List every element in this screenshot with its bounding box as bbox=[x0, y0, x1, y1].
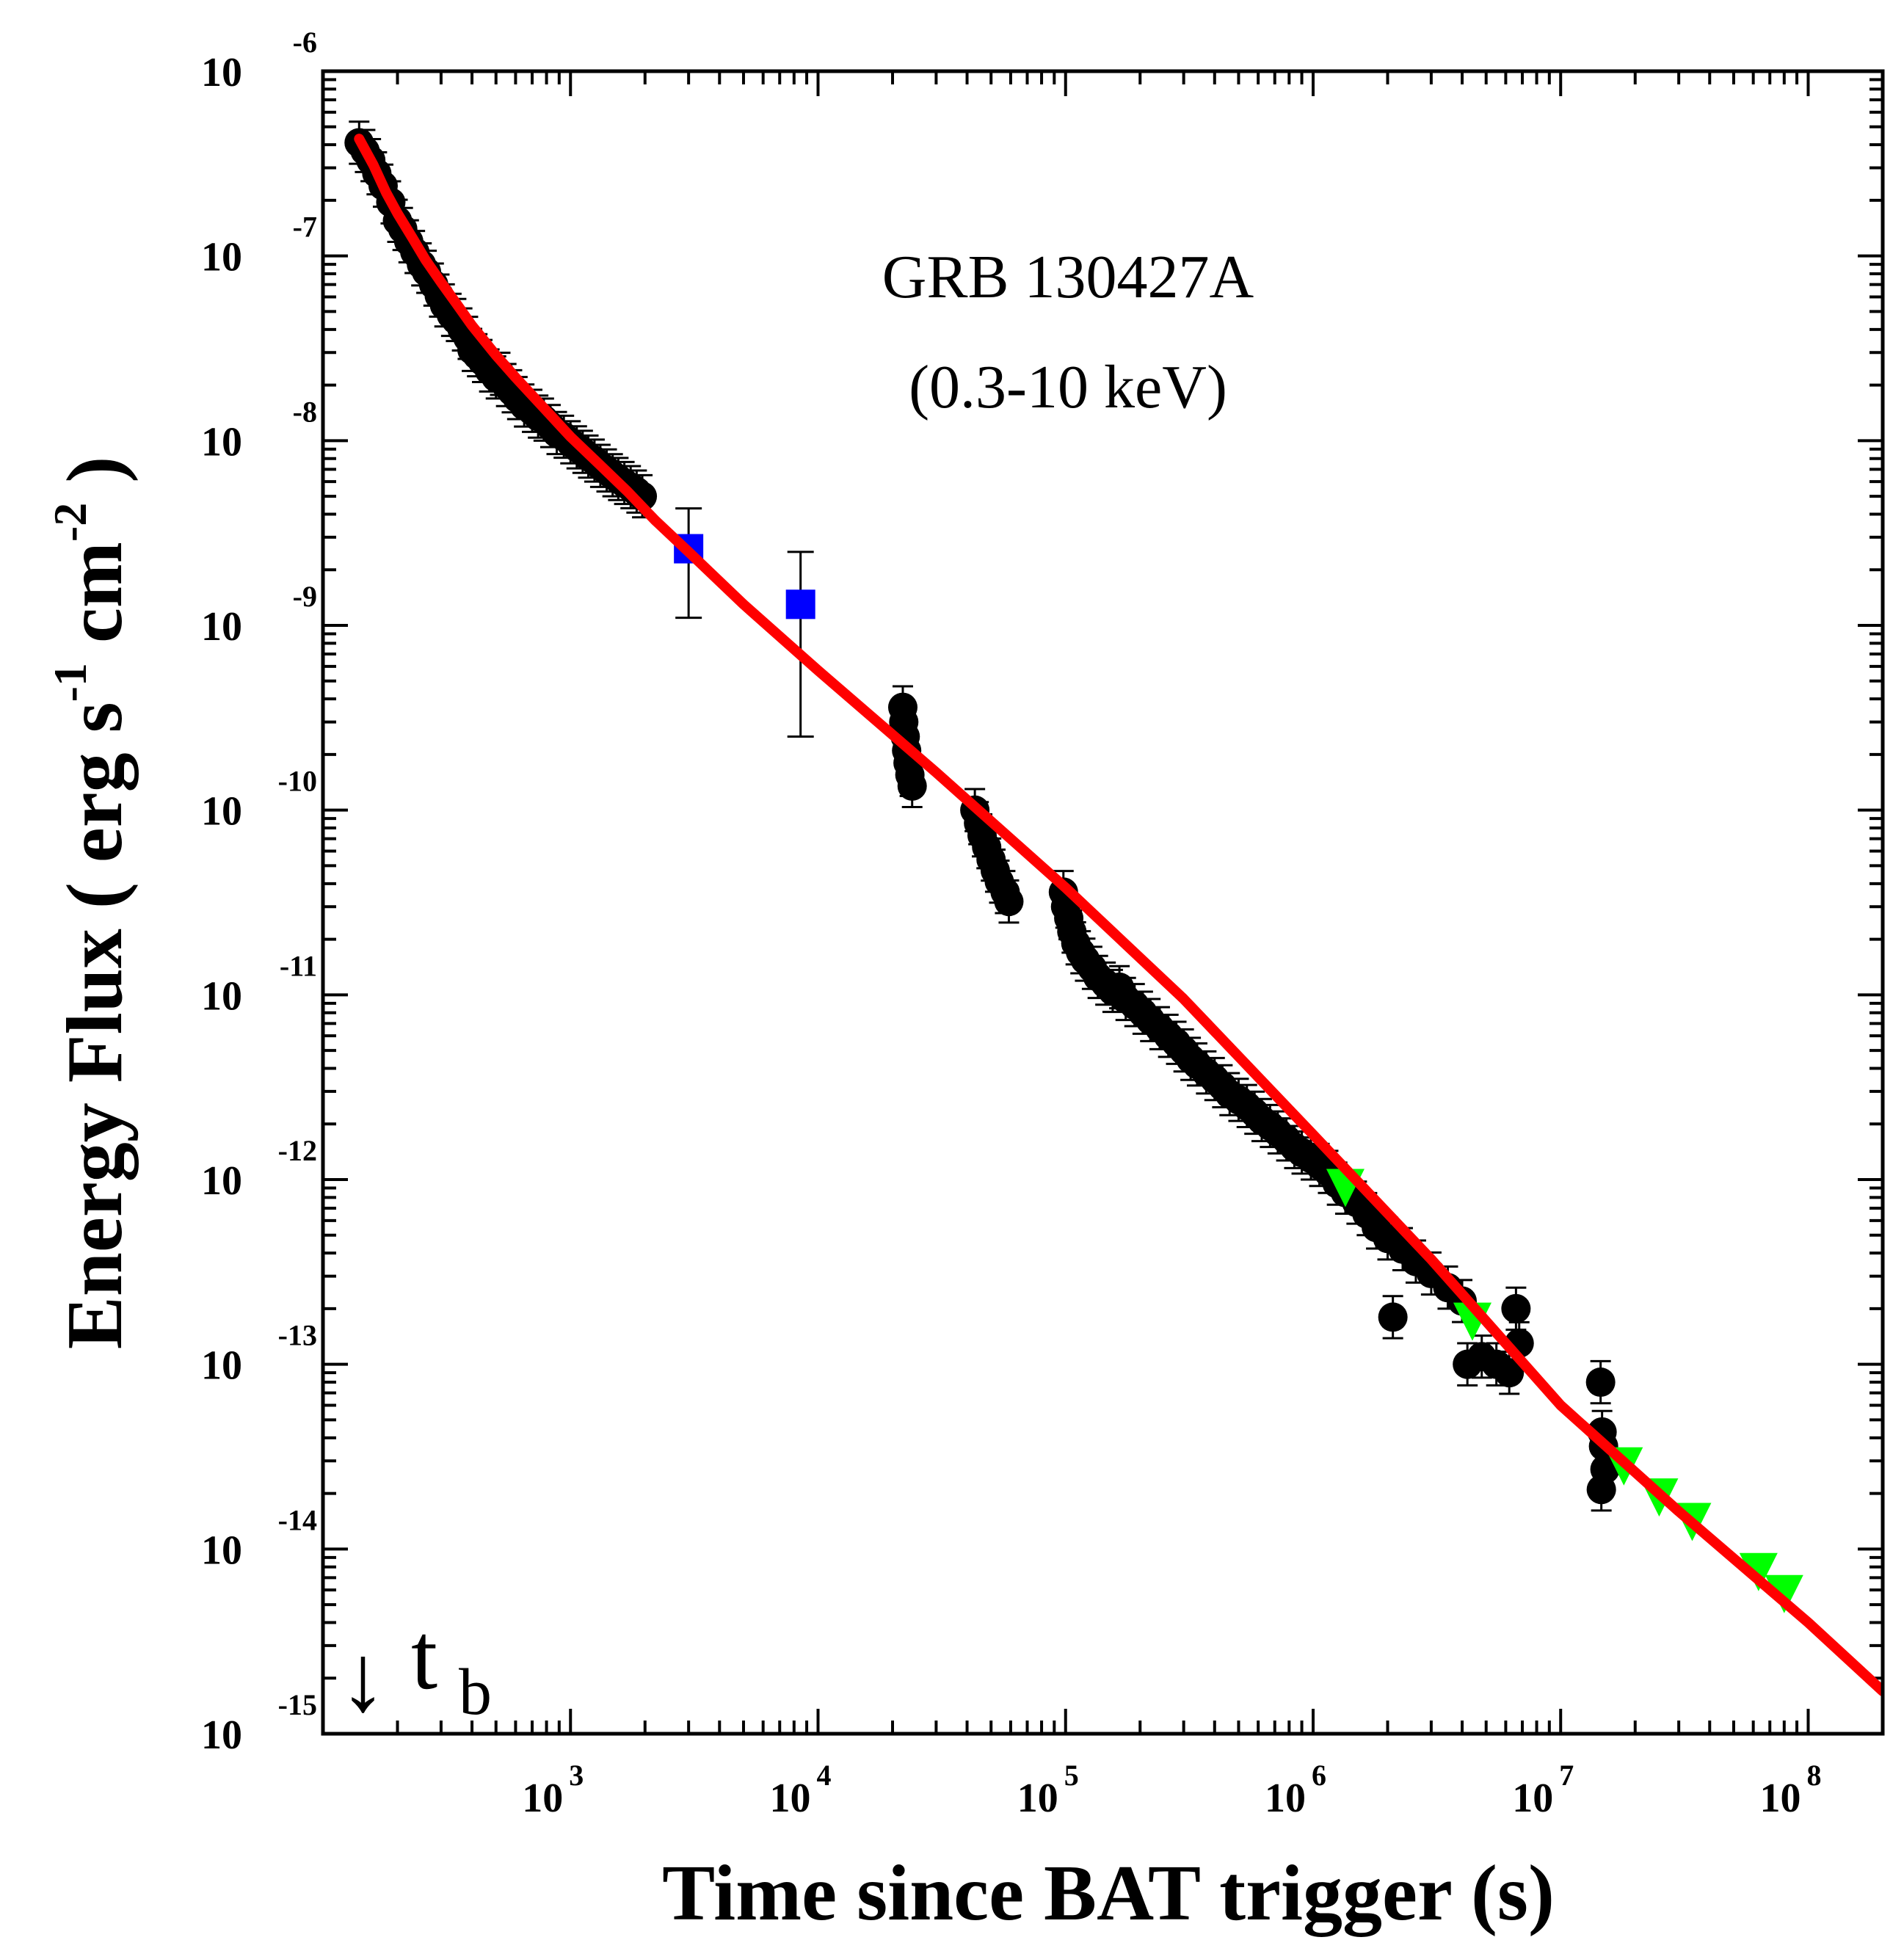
y-label-end: ) bbox=[51, 457, 139, 503]
blue-square-point bbox=[785, 589, 815, 620]
chart-subtitle: (0.3-10 keV) bbox=[909, 353, 1227, 421]
green-upper-limit-point bbox=[1765, 1574, 1803, 1613]
y-tick-label-base: 10 bbox=[201, 604, 242, 650]
x-tick-label-exp: 3 bbox=[569, 1759, 584, 1792]
xrt-data-point bbox=[1586, 1475, 1616, 1505]
y-label-main: Energy Flux ( erg s bbox=[51, 702, 139, 1349]
y-tick-label-exp: -13 bbox=[278, 1319, 317, 1352]
x-axis-label: Time since BAT trigger (s) bbox=[662, 1850, 1555, 1937]
y-tick-label-base: 10 bbox=[201, 1712, 242, 1758]
y-label-mid: cm bbox=[51, 542, 139, 663]
y-tick-label-base: 10 bbox=[201, 973, 242, 1019]
xrt-data-point bbox=[1501, 1293, 1531, 1323]
y-axis-label: Energy Flux ( erg s-1 cm-2 ) bbox=[44, 457, 139, 1349]
y-tick-label-exp: -12 bbox=[278, 1134, 317, 1167]
y-label-exp2: -2 bbox=[44, 503, 96, 542]
xrt-data-point bbox=[897, 771, 927, 801]
xrt-data-point bbox=[1585, 1367, 1616, 1398]
xrt-data-point bbox=[1378, 1302, 1408, 1332]
break-arrow-icon: ↓ bbox=[339, 1626, 387, 1732]
y-tick-label-base: 10 bbox=[201, 789, 242, 835]
plot-frame bbox=[321, 69, 1885, 1736]
series-layer bbox=[344, 120, 1803, 1613]
x-tick-label-exp: 5 bbox=[1064, 1759, 1079, 1792]
y-tick-label-base: 10 bbox=[201, 235, 242, 280]
y-tick-labels: 10 -6 10 -7 10 -8 10 -9 10 -10 10 -11 10 -12 10 -13 10 -1… bbox=[201, 26, 317, 1758]
x-tick-label-base: 10 bbox=[1512, 1776, 1553, 1821]
break-time-marker: ↓ t b bbox=[339, 1604, 492, 1732]
y-tick-label-exp: -8 bbox=[293, 395, 317, 428]
y-tick-label-exp: -9 bbox=[293, 580, 317, 613]
y-tick-label-exp: -14 bbox=[278, 1503, 317, 1536]
break-label-subscript: b bbox=[459, 1656, 492, 1729]
y-tick-label-base: 10 bbox=[201, 419, 242, 465]
x-tick-label-base: 10 bbox=[1265, 1776, 1306, 1821]
x-tick-label-exp: 6 bbox=[1312, 1759, 1326, 1792]
x-tick-label-base: 10 bbox=[1017, 1776, 1058, 1821]
x-tick-label-exp: 7 bbox=[1559, 1759, 1574, 1792]
y-tick-label-base: 10 bbox=[201, 1527, 242, 1573]
model-fit-line bbox=[354, 134, 1883, 1696]
plot-area bbox=[344, 120, 1883, 1696]
y-tick-label-exp: -11 bbox=[280, 949, 317, 982]
y-tick-label-exp: -10 bbox=[278, 765, 317, 798]
y-tick-label-base: 10 bbox=[201, 1158, 242, 1204]
x-tick-label-exp: 4 bbox=[816, 1759, 831, 1792]
xrt-data-point bbox=[1494, 1358, 1525, 1388]
x-tick-label-base: 10 bbox=[769, 1776, 810, 1821]
x-tick-label-base: 10 bbox=[522, 1776, 563, 1821]
y-tick-label-exp: -15 bbox=[278, 1688, 317, 1721]
x-tick-label-exp: 8 bbox=[1806, 1759, 1821, 1792]
x-tick-label-base: 10 bbox=[1759, 1776, 1801, 1821]
y-label-exp1: -1 bbox=[44, 663, 96, 702]
break-label: t bbox=[411, 1604, 437, 1710]
green-upper-limit-point bbox=[1739, 1552, 1778, 1591]
xrt-data-point bbox=[994, 887, 1024, 917]
y-tick-label-base: 10 bbox=[201, 1343, 242, 1389]
minor-ticks bbox=[323, 71, 1884, 1734]
chart-title: GRB 130427A bbox=[882, 243, 1254, 311]
y-tick-label-exp: -7 bbox=[293, 211, 317, 244]
y-tick-label-exp: -6 bbox=[293, 26, 317, 59]
y-tick-label-base: 10 bbox=[201, 50, 242, 95]
